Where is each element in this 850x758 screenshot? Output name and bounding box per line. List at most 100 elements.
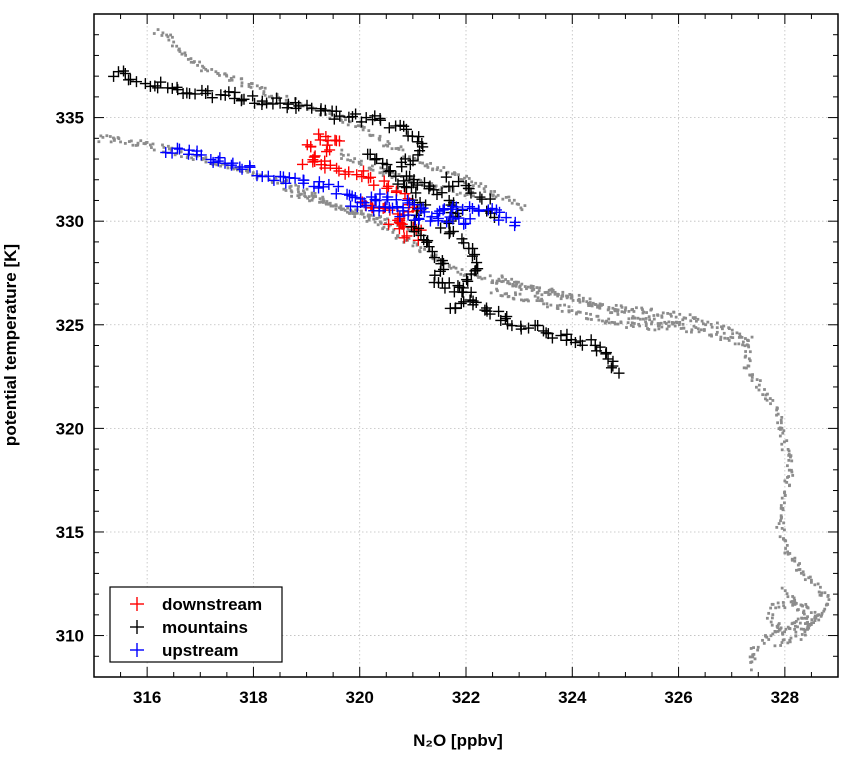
upstream-point xyxy=(360,200,372,212)
background-point xyxy=(812,621,816,625)
mountains-point xyxy=(124,73,136,85)
mountains-point xyxy=(455,297,467,309)
background-point xyxy=(786,595,790,599)
mountains-point xyxy=(532,319,544,331)
background-point xyxy=(390,171,394,175)
background-point xyxy=(763,388,766,391)
background-point xyxy=(674,315,678,319)
upstream-point xyxy=(473,205,485,217)
background-point xyxy=(744,350,748,353)
background-point xyxy=(596,305,599,309)
upstream-point xyxy=(466,202,478,214)
upstream-point xyxy=(444,211,456,223)
background-point xyxy=(332,204,335,208)
background-point xyxy=(339,118,343,122)
background-point xyxy=(771,632,775,636)
mountains-point xyxy=(452,280,464,292)
downstream-point xyxy=(321,139,333,151)
background-point xyxy=(339,152,343,156)
upstream-point xyxy=(457,203,469,215)
background-point xyxy=(299,102,303,106)
mountains-point xyxy=(472,263,484,275)
background-point xyxy=(780,586,784,590)
background-point xyxy=(131,143,135,147)
background-point xyxy=(556,304,559,308)
background-point xyxy=(777,522,781,525)
background-point xyxy=(813,619,817,622)
background-point xyxy=(480,277,484,281)
background-point xyxy=(744,337,747,340)
background-point xyxy=(384,171,388,175)
background-point xyxy=(423,164,427,168)
background-point xyxy=(587,304,591,307)
mountains-point xyxy=(546,332,558,344)
background-point xyxy=(614,309,618,312)
background-point xyxy=(549,303,553,307)
upstream-point xyxy=(446,203,458,215)
background-point xyxy=(719,338,723,341)
background-point xyxy=(656,322,660,326)
background-point xyxy=(788,640,792,644)
background-point xyxy=(200,69,203,73)
background-point xyxy=(381,227,385,231)
background-point xyxy=(471,184,475,188)
mountains-point xyxy=(537,325,549,337)
background-point xyxy=(451,172,454,176)
background-point xyxy=(783,528,786,532)
downstream-point xyxy=(297,158,309,170)
background-point xyxy=(786,641,790,645)
background-point xyxy=(101,135,105,139)
background-point xyxy=(735,331,739,335)
background-point xyxy=(793,621,797,625)
background-point xyxy=(514,280,518,284)
background-point xyxy=(167,38,171,42)
background-point xyxy=(610,320,614,324)
background-point xyxy=(750,376,754,379)
background-point xyxy=(610,311,614,314)
background-point xyxy=(803,630,807,634)
background-point xyxy=(743,344,747,348)
background-point xyxy=(523,285,527,288)
mountains-point xyxy=(444,302,456,314)
background-point xyxy=(105,134,109,138)
background-point xyxy=(454,266,458,270)
background-point xyxy=(764,634,767,637)
background-point xyxy=(727,339,731,342)
background-point xyxy=(270,94,273,98)
background-point xyxy=(700,319,704,323)
background-point xyxy=(721,327,724,331)
background-point xyxy=(780,448,784,452)
background-point xyxy=(802,609,806,613)
background-point xyxy=(446,170,450,174)
background-point xyxy=(616,310,620,313)
background-point xyxy=(799,571,803,575)
background-point xyxy=(819,614,823,618)
background-point xyxy=(796,625,799,629)
background-point xyxy=(715,326,719,330)
background-point xyxy=(773,644,777,648)
background-point xyxy=(129,139,133,143)
background-point xyxy=(354,208,358,212)
y-tick-label: 320 xyxy=(56,419,84,438)
upstream-point xyxy=(277,171,289,183)
background-point xyxy=(806,606,810,610)
x-tick-label: 316 xyxy=(133,688,161,707)
mountains-point xyxy=(108,70,120,82)
background-point xyxy=(826,594,830,597)
mountains-point xyxy=(401,182,413,194)
background-point xyxy=(586,301,590,305)
upstream-point xyxy=(205,154,217,166)
background-point xyxy=(455,193,459,196)
background-point xyxy=(386,217,389,221)
mountains-point xyxy=(469,249,481,261)
background-point xyxy=(341,120,345,124)
background-point xyxy=(152,148,156,152)
downstream-point xyxy=(401,230,413,242)
background-point xyxy=(785,439,789,443)
mountains-point xyxy=(440,171,452,183)
background-point xyxy=(781,631,784,635)
mountains-point xyxy=(371,153,383,165)
mountains-point xyxy=(495,314,507,326)
background-point xyxy=(351,210,355,214)
background-point xyxy=(591,301,595,305)
